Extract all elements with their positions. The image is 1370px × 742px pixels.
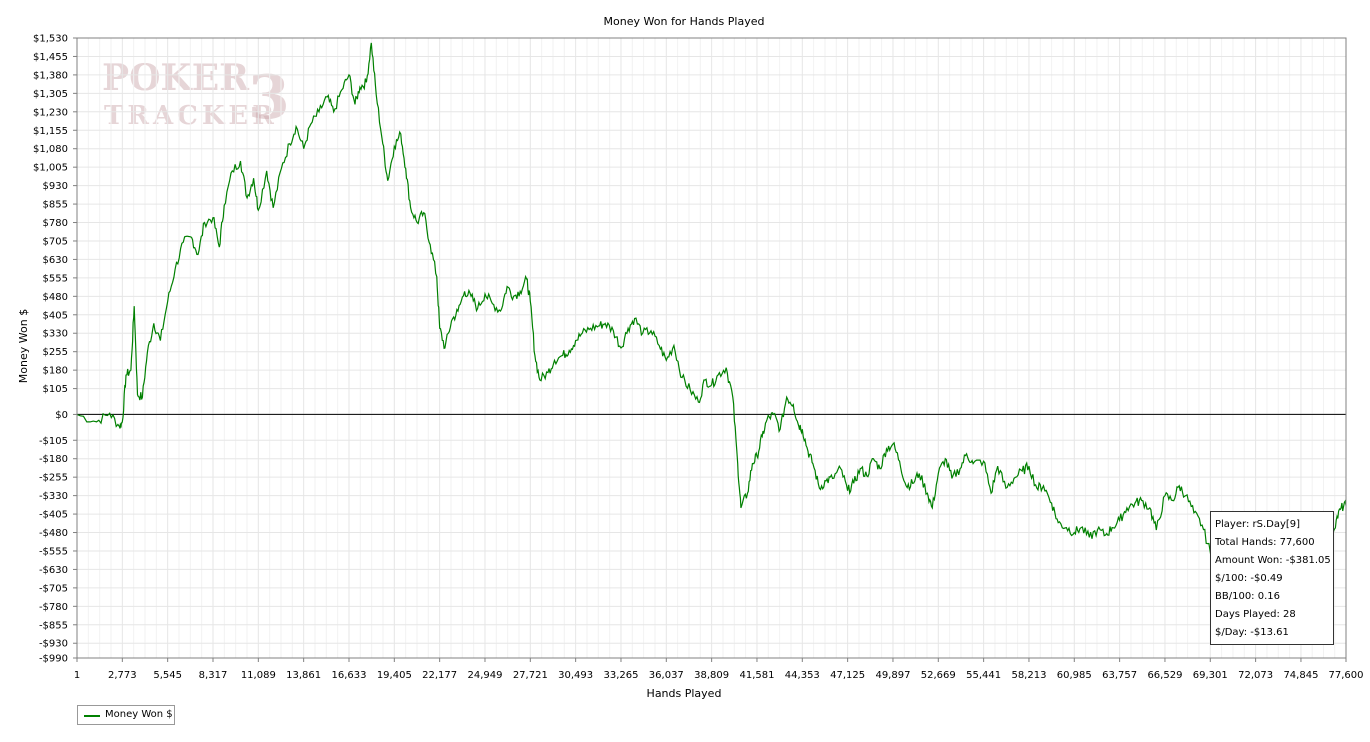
x-tick-label: 8,317: [199, 670, 228, 681]
legend-label: Money Won $: [105, 709, 173, 720]
y-tick-label: $1,530: [33, 34, 68, 45]
y-tick-label: $255: [43, 347, 68, 358]
info-days-played: Days Played: 28: [1215, 609, 1296, 620]
y-tick-label: $555: [43, 273, 68, 284]
y-tick-label: $480: [43, 292, 68, 303]
info-bb-per-100: BB/100: 0.16: [1215, 591, 1280, 602]
y-tick-label: $105: [43, 384, 68, 395]
y-tick-label: $180: [43, 366, 68, 377]
x-axis-label: Hands Played: [647, 687, 722, 700]
x-tick-label: 47,125: [830, 670, 865, 681]
y-tick-label: $780: [43, 218, 68, 229]
y-tick-label: $705: [43, 236, 68, 247]
y-tick-label: $1,455: [33, 52, 68, 63]
y-tick-label: $405: [43, 310, 68, 321]
x-tick-label: 52,669: [921, 670, 956, 681]
y-tick-label: -$990: [39, 654, 68, 665]
y-tick-label: $630: [43, 255, 68, 266]
x-tick-label: 16,633: [331, 670, 366, 681]
x-tick-label: 74,845: [1283, 670, 1318, 681]
x-tick-label: 44,353: [785, 670, 820, 681]
x-tick-label: 2,773: [108, 670, 137, 681]
y-tick-label: -$180: [39, 454, 68, 465]
chart-legend: Money Won $: [77, 705, 175, 725]
x-tick-label: 30,493: [558, 670, 593, 681]
y-tick-label: -$630: [39, 565, 68, 576]
x-tick-label: 19,405: [377, 670, 412, 681]
y-tick-label: $1,005: [33, 163, 68, 174]
y-tick-label: $330: [43, 329, 68, 340]
x-tick-label: 1: [74, 670, 80, 681]
x-tick-label: 36,037: [649, 670, 684, 681]
stats-info-box: Player: rS.Day[9] Total Hands: 77,600 Am…: [1210, 511, 1334, 645]
y-tick-label: -$105: [39, 436, 68, 447]
x-tick-label: 41,581: [739, 670, 774, 681]
y-tick-label: $1,305: [33, 89, 68, 100]
plot-area: [76, 37, 1347, 659]
x-tick-label: 11,089: [241, 670, 276, 681]
y-tick-label: $1,380: [33, 70, 68, 81]
y-tick-label: $855: [43, 200, 68, 211]
x-tick-label: 63,757: [1102, 670, 1137, 681]
y-tick-label: -$705: [39, 583, 68, 594]
svg-text:POKER: POKER: [102, 57, 250, 99]
x-tick-label: 33,265: [603, 670, 638, 681]
y-tick-label: -$330: [39, 491, 68, 502]
svg-text:TRACKER: TRACKER: [104, 101, 278, 131]
chart-grid: [76, 37, 1347, 659]
info-per-100: $/100: -$0.49: [1215, 573, 1283, 584]
y-tick-label: $1,155: [33, 126, 68, 137]
x-tick-label: 38,809: [694, 670, 729, 681]
y-tick-label: -$930: [39, 639, 68, 650]
x-tick-label: 5,545: [153, 670, 182, 681]
x-tick-label: 60,985: [1057, 670, 1092, 681]
y-tick-label: -$480: [39, 528, 68, 539]
y-axis: $1,530 $1,455 $1,380 $1,305 $1,230 $1,155 $1,0…: [33, 34, 77, 665]
info-total-hands: Total Hands: 77,600: [1215, 537, 1315, 548]
legend-swatch: [84, 715, 100, 717]
x-tick-label: 58,213: [1011, 670, 1046, 681]
pokertracker-logo-watermark: POKER 3 TRACKER: [102, 57, 290, 133]
y-tick-label: -$405: [39, 510, 68, 521]
y-tick-label: $1,080: [33, 144, 68, 155]
x-tick-label: 13,861: [286, 670, 321, 681]
x-tick-label: 24,949: [467, 670, 502, 681]
x-tick-label: 77,600: [1329, 670, 1364, 681]
y-tick-label: $1,230: [33, 107, 68, 118]
y-tick-label: $930: [43, 181, 68, 192]
y-tick-label: -$555: [39, 546, 68, 557]
x-tick-label: 66,529: [1147, 670, 1182, 681]
x-tick-label: 27,721: [513, 670, 548, 681]
y-tick-label: $0: [55, 410, 68, 421]
y-tick-label: -$855: [39, 620, 68, 631]
x-axis: 1 2,773 5,545 8,317 11,089 13,861 16,633 19,405…: [74, 658, 1364, 681]
info-player: Player: rS.Day[9]: [1215, 519, 1301, 530]
x-tick-label: 22,177: [422, 670, 457, 681]
x-tick-label: 55,441: [966, 670, 1001, 681]
x-tick-label: 49,897: [875, 670, 910, 681]
y-axis-label: Money Won $: [17, 309, 30, 383]
info-amount-won: Amount Won: -$381.05: [1215, 555, 1331, 566]
info-per-day: $/Day: -$13.61: [1215, 627, 1289, 638]
x-tick-label: 72,073: [1238, 670, 1273, 681]
series-line-money-won: [76, 42, 1347, 555]
chart-title: Money Won for Hands Played: [604, 15, 765, 28]
x-tick-label: 69,301: [1193, 670, 1228, 681]
y-tick-label: -$255: [39, 473, 68, 484]
y-tick-label: -$780: [39, 602, 68, 613]
